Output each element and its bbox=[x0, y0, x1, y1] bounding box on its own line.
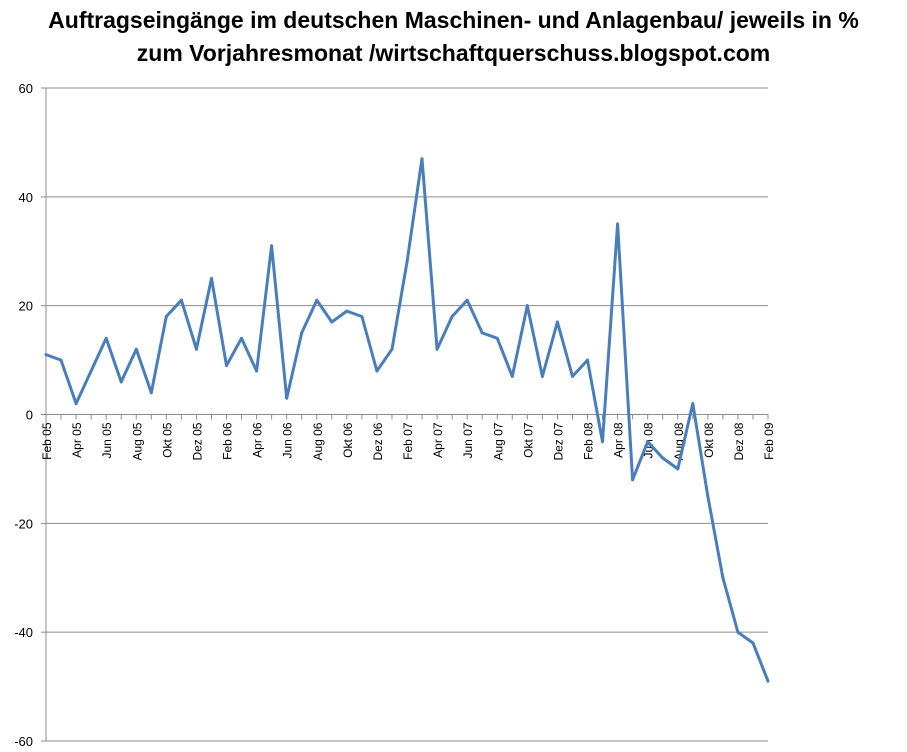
x-tick-label: Feb 09 bbox=[762, 422, 776, 460]
x-tick-label: Dez 05 bbox=[190, 422, 204, 460]
data-point bbox=[405, 260, 409, 264]
data-point bbox=[209, 276, 213, 280]
data-point bbox=[300, 331, 304, 335]
data-point bbox=[330, 320, 334, 324]
data-point bbox=[766, 679, 770, 683]
data-point bbox=[586, 358, 589, 362]
data-point bbox=[525, 304, 529, 308]
x-tick-label: Okt 08 bbox=[702, 422, 716, 458]
x-tick-label: Jun 07 bbox=[461, 422, 475, 458]
x-axis-tick-labels: Feb 05 Apr 05 Jun 05 Aug 05 Okt 05 Dez 05 Feb … bbox=[40, 422, 776, 460]
data-point bbox=[119, 380, 123, 384]
data-point bbox=[104, 336, 108, 340]
data-point bbox=[631, 478, 635, 482]
data-point bbox=[465, 298, 469, 302]
data-point bbox=[360, 315, 364, 319]
data-point bbox=[706, 494, 710, 498]
data-point bbox=[149, 391, 153, 395]
data-point bbox=[44, 353, 48, 357]
data-point bbox=[164, 315, 168, 319]
x-tick-label: Jun 05 bbox=[100, 422, 114, 458]
x-tick-label: Okt 07 bbox=[521, 422, 535, 458]
data-point bbox=[435, 347, 439, 351]
y-tick-label: -60 bbox=[14, 734, 33, 749]
x-tick-label: Aug 07 bbox=[491, 422, 505, 460]
data-point bbox=[134, 347, 138, 351]
data-point bbox=[540, 374, 544, 378]
data-point bbox=[375, 369, 379, 373]
data-point bbox=[240, 336, 244, 340]
series-group bbox=[44, 157, 770, 683]
data-point bbox=[194, 347, 198, 351]
x-tick-label: Dez 06 bbox=[371, 422, 385, 460]
x-tick-label: Apr 08 bbox=[612, 422, 626, 458]
x-tick-label: Apr 05 bbox=[70, 422, 84, 458]
data-point bbox=[616, 222, 620, 226]
y-tick-label: 40 bbox=[19, 190, 33, 205]
data-point bbox=[270, 244, 274, 248]
data-point bbox=[646, 440, 650, 444]
chart-title: Auftragseingänge im deutschen Maschinen-… bbox=[0, 4, 907, 70]
series-line bbox=[44, 157, 770, 683]
data-point bbox=[691, 402, 695, 406]
y-tick-label: 0 bbox=[26, 408, 33, 423]
x-tick-label: Feb 06 bbox=[221, 422, 235, 460]
chart-title-line-2: zum Vorjahresmonat /wirtschaftquerschuss… bbox=[136, 40, 771, 66]
x-tick-label: Feb 05 bbox=[40, 422, 54, 460]
data-point bbox=[345, 309, 349, 313]
x-tick-label: Apr 06 bbox=[251, 422, 265, 458]
y-tick-label: 60 bbox=[19, 81, 33, 96]
data-point bbox=[510, 374, 514, 378]
data-point bbox=[390, 347, 394, 351]
data-point bbox=[74, 402, 78, 406]
data-point bbox=[285, 396, 289, 400]
chart-title-line-1: Auftragseingänge im deutschen Maschinen-… bbox=[48, 7, 859, 33]
x-tick-label: Feb 07 bbox=[401, 422, 415, 460]
data-point bbox=[59, 358, 63, 362]
data-point bbox=[495, 336, 499, 340]
x-tick-label: Okt 06 bbox=[341, 422, 355, 458]
data-point bbox=[179, 298, 183, 302]
x-axis bbox=[45, 414, 769, 420]
data-point bbox=[661, 456, 665, 460]
data-point bbox=[315, 298, 319, 302]
y-tick-label: -20 bbox=[14, 516, 33, 531]
x-tick-label: Apr 07 bbox=[431, 422, 445, 458]
data-point bbox=[676, 467, 680, 471]
data-point bbox=[89, 369, 93, 373]
x-tick-label: Okt 05 bbox=[160, 422, 174, 458]
x-tick-label: Dez 07 bbox=[551, 422, 565, 460]
y-tick-label: -40 bbox=[14, 625, 33, 640]
data-point bbox=[721, 576, 725, 580]
data-point bbox=[751, 641, 755, 645]
x-tick-label: Aug 05 bbox=[130, 422, 144, 460]
x-tick-label: Aug 06 bbox=[311, 422, 325, 460]
x-tick-label: Jun 06 bbox=[281, 422, 295, 458]
data-point bbox=[736, 630, 740, 634]
data-point bbox=[255, 369, 259, 373]
x-tick-label: Feb 08 bbox=[582, 422, 596, 460]
data-point bbox=[225, 364, 228, 368]
data-point bbox=[480, 331, 484, 335]
data-point bbox=[420, 157, 424, 161]
data-point bbox=[450, 315, 454, 319]
data-point bbox=[555, 320, 559, 324]
data-point bbox=[570, 374, 574, 378]
y-axis-tick-labels: -60 -40 -20 0 20 40 60 bbox=[14, 81, 33, 749]
x-tick-label: Dez 08 bbox=[732, 422, 746, 460]
y-tick-label: 20 bbox=[19, 299, 33, 314]
data-point bbox=[601, 440, 605, 444]
